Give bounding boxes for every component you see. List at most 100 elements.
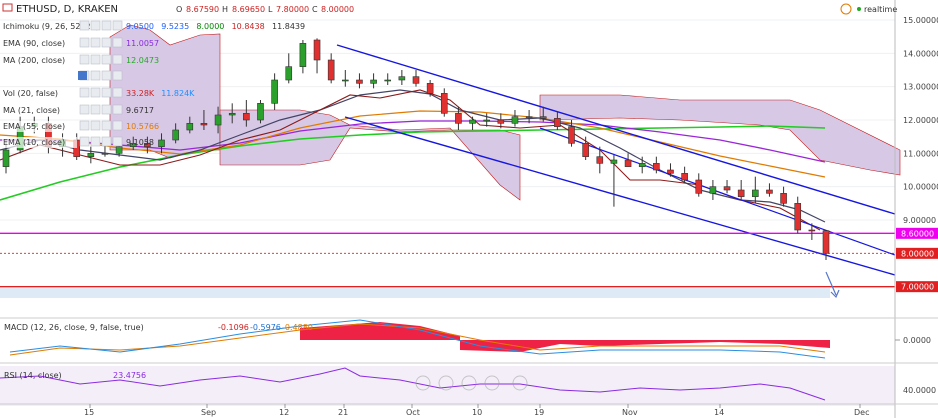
candle-body	[412, 76, 420, 84]
indicator-control-icon[interactable]	[101, 104, 112, 115]
price-tag-8-00-text: 8.00000	[901, 249, 934, 258]
candle-body	[285, 66, 293, 81]
scroll-left-button[interactable]	[461, 375, 477, 391]
indicator-control-icon[interactable]	[101, 37, 112, 48]
time-axis-tick: 10	[472, 408, 482, 417]
price-axis-tick: 13.00000	[903, 83, 938, 92]
time-axis-tick: Sep	[201, 408, 216, 417]
indicator-legend-row[interactable]: EMA (10, close) 9.1058	[2, 136, 154, 148]
price-tag-8-60: 8.60000	[896, 227, 938, 239]
indicator-control-icon[interactable]	[90, 136, 101, 147]
indicator-control-icon[interactable]	[90, 37, 101, 48]
ohlc-h-label: H	[222, 5, 228, 14]
indicator-control-icon[interactable]	[101, 20, 112, 31]
legend-row-bg	[2, 55, 77, 66]
indicator-name: Ichimoku (9, 26, 52, 26)	[3, 22, 99, 31]
candle-body	[653, 163, 660, 171]
reset-button[interactable]	[438, 375, 454, 391]
macd-line	[9, 319, 826, 359]
indicator-control-icon[interactable]	[79, 87, 90, 98]
chart-nav-controls[interactable]	[415, 375, 528, 391]
indicator-control-icon[interactable]	[79, 120, 90, 131]
indicator-control-icon[interactable]	[90, 20, 101, 31]
volume-area	[0, 288, 830, 298]
indicator-control-icon[interactable]	[112, 136, 123, 147]
indicator-control-icon[interactable]	[79, 136, 90, 147]
time-axis-tick: Nov	[622, 408, 638, 417]
ohlc-c-label: C	[312, 5, 318, 14]
header: ETHUSD, D, KRAKEN O 8.67590 H 8.69650 L …	[2, 3, 897, 15]
rsi-band	[0, 366, 895, 406]
ohlc-l-value: 7.80000	[276, 5, 309, 14]
candle-body	[87, 153, 95, 157]
macd-axis-tick: 0.0000	[903, 336, 931, 345]
zoom-out-button[interactable]	[415, 375, 431, 391]
indicator-legend-row[interactable]: MA (21, close) 9.6717	[2, 104, 154, 116]
indicator-control-icon[interactable]	[112, 54, 123, 65]
indicator-control-icon[interactable]	[112, 104, 123, 115]
indicator-legend-row[interactable]: Ichimoku (9, 26, 52, 26) 9.0500 9.5235 8.00…	[2, 20, 305, 32]
indicator-legend-row[interactable]: EMA (90, close) 11.0057	[2, 37, 159, 49]
candle-body	[596, 156, 604, 164]
indicator-control-icon[interactable]	[90, 120, 101, 131]
indicator-control-icon[interactable]	[112, 70, 123, 81]
indicator-control-icon[interactable]	[112, 20, 123, 31]
projection-arrow-head	[830, 289, 840, 299]
indicator-control-icon[interactable]	[101, 54, 112, 65]
candle-body	[624, 159, 632, 167]
candle-body	[681, 173, 688, 181]
rsi-label: RSI (14, close)	[4, 371, 62, 380]
candle-body	[257, 103, 264, 121]
indicator-control-icon[interactable]	[101, 136, 112, 147]
indicator-control-icon[interactable]	[79, 54, 90, 65]
channel-lower-line	[344, 116, 896, 276]
candle-body	[299, 43, 307, 67]
candle-body	[129, 143, 137, 147]
indicator-legend-row[interactable]: Vol (20, false) 33.28K 11.824K	[2, 87, 195, 99]
indicator-control-icon[interactable]	[101, 87, 112, 98]
go-to-realtime-button[interactable]	[512, 375, 528, 391]
indicator-control-icon[interactable]	[112, 37, 123, 48]
visibility-icon[interactable]	[78, 71, 87, 80]
indicator-control-icon[interactable]	[79, 37, 90, 48]
candle-body	[554, 118, 561, 127]
indicator-control-icon[interactable]	[90, 54, 101, 65]
price-axis-tick: 12.00000	[903, 116, 938, 125]
indicator-control-icon[interactable]	[112, 87, 123, 98]
macd-signal-line	[9, 323, 826, 356]
candle-body	[384, 79, 392, 82]
indicator-control-icon[interactable]	[101, 70, 112, 81]
candle-body	[582, 143, 589, 157]
candle-body	[158, 139, 165, 147]
price-axis-tick: 15.00000	[903, 16, 938, 25]
indicator-value: 10.5766	[126, 122, 159, 131]
realtime-label: realtime	[864, 5, 897, 14]
indicator-legend-row[interactable]: MA (200, close) 12.0473	[2, 54, 159, 66]
candle-body	[2, 149, 10, 167]
legend-row-bg	[2, 88, 77, 99]
indicator-control-icon[interactable]	[101, 120, 112, 131]
price-tag-8-60-text: 8.60000	[901, 229, 934, 238]
candle-body	[327, 59, 335, 81]
macd-hist-negative	[460, 340, 830, 352]
legend-row-bg	[2, 121, 77, 132]
indicator-legend[interactable]: Ichimoku (9, 26, 52, 26) 9.0500 9.5235 8.00…	[2, 20, 305, 148]
price-axis-tick: 14.00000	[903, 49, 938, 58]
indicator-control-icon[interactable]	[79, 20, 90, 31]
price-axis-ticks: 15.00000 14.00000 13.00000 12.00000 11.00000…	[903, 16, 938, 225]
rsi-value: 23.4756	[113, 371, 146, 380]
indicator-control-icon[interactable]	[90, 87, 101, 98]
indicator-control-icon[interactable]	[112, 120, 123, 131]
price-tag-8-00: 8.00000	[896, 247, 938, 259]
candle-body	[271, 79, 278, 104]
candle-body	[469, 119, 476, 124]
indicator-legend-row[interactable]: EMA (55, close) 10.5766	[2, 120, 159, 132]
indicator-control-icon[interactable]	[79, 104, 90, 115]
indicator-control-icon[interactable]	[90, 104, 101, 115]
indicator-control-icon[interactable]	[90, 70, 101, 81]
candle-body	[426, 83, 434, 94]
indicator-value: 9.5235	[161, 22, 189, 31]
indicator-name: EMA (55, close)	[3, 122, 65, 131]
scroll-right-button[interactable]	[484, 375, 500, 391]
